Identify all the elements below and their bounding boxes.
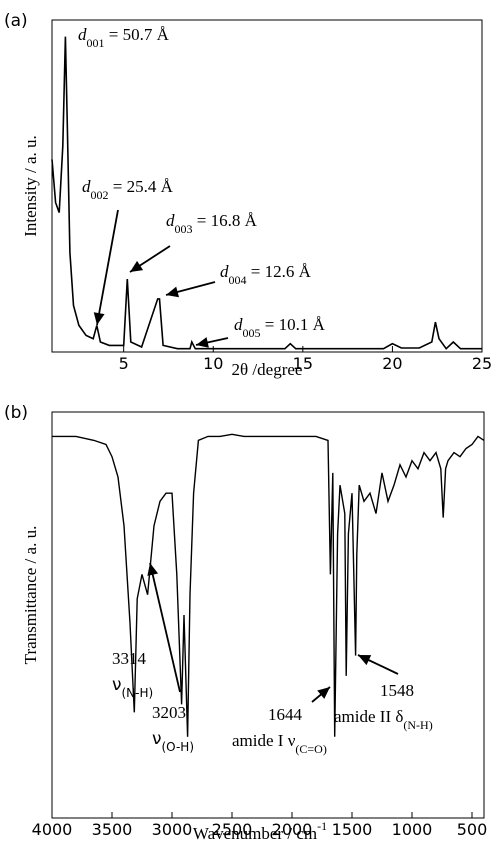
panel-a-x-tick-label: 25 <box>472 354 492 373</box>
panel-b-x-tick-label: 3000 <box>152 820 193 839</box>
panel-b-arrow-1548-head <box>358 655 372 666</box>
panel-b-x-tick-label: 4000 <box>32 820 73 839</box>
panel-b-annotation-1548: 1548 <box>380 681 414 700</box>
panel-b-arrow-3203-head <box>147 563 159 576</box>
panel-a-annotations: d001 = 50.7 Å d002 = 25.4 Å d003 = 16.8 Å d… <box>78 25 326 348</box>
panel-a-annotation-d001: d001 = 50.7 Å <box>78 25 170 50</box>
panel-a-series-line <box>51 36 482 350</box>
panel-a-x-tick-label: 10 <box>203 354 223 373</box>
panel-b-arrow-1644-head <box>317 687 330 699</box>
panel-b-x-tick-label: 1000 <box>392 820 433 839</box>
panel-b-x-tick-label: 2000 <box>272 820 313 839</box>
panel-b-annotation-1548-mode: amide II δ(N-H) <box>334 707 433 732</box>
panel-a-arrow-d003-head <box>130 260 144 272</box>
panel-b-annotation-1644: 1644 <box>268 705 303 724</box>
panel-a-y-label: Intensity / a. u. <box>21 135 40 237</box>
panel-b-series-line <box>52 433 485 737</box>
panel-b-annotation-3314: 3314 <box>112 649 147 668</box>
panel-a: (a) 5 10 15 20 25 2θ /degree Intensity / a. … <box>4 11 492 379</box>
panel-b-x-tick-label: 2500 <box>212 820 253 839</box>
panel-a-x-label: 2θ /degree <box>232 360 303 379</box>
panel-a-x-tick-label: 20 <box>382 354 402 373</box>
panel-a-x-axis: 5 10 15 20 25 <box>119 346 492 373</box>
panel-b-arrow-3203 <box>149 562 181 693</box>
panel-b-frame <box>51 411 485 819</box>
panel-b-x-tick-label: 3500 <box>92 820 133 839</box>
panel-b-annotation-3203: 3203 <box>152 703 186 722</box>
panel-b-annotation-3203-mode: ν(O-H) <box>152 729 194 754</box>
panel-a-x-tick-label: 15 <box>293 354 313 373</box>
panel-b-x-label-sup: -1 <box>317 819 327 833</box>
panel-a-arrow-d002 <box>96 209 119 326</box>
panel-b-annotation-3314-mode: ν(N-H) <box>112 675 153 700</box>
panel-b-label: (b) <box>4 403 28 423</box>
panel-a-x-tick-label: 5 <box>119 354 129 373</box>
panel-a-annotation-d003: d003 = 16.8 Å <box>166 211 258 236</box>
panel-b-x-tick-label: 1500 <box>332 820 373 839</box>
panel-b-x-label-text: Wavenumber / cm <box>193 824 317 842</box>
panel-a-arrow-d005-head <box>196 337 209 348</box>
panel-a-frame <box>51 19 483 353</box>
panel-a-arrow-d002-head <box>93 312 105 325</box>
panel-a-annotation-d005: d005 = 10.1 Å <box>234 315 326 340</box>
panel-b: (b) 4000 3500 3000 2500 2000 1500 1000 500 Wave… <box>4 403 487 842</box>
panel-a-annotation-d002: d002 = 25.4 Å <box>82 177 174 202</box>
panel-b-x-label: Wavenumber / cm-1 <box>193 819 327 842</box>
panel-b-annotation-1644-mode: amide I ν(C=O) <box>232 731 327 756</box>
panel-a-arrow-d004-head <box>166 286 180 298</box>
panel-a-label: (a) <box>4 11 28 31</box>
panel-b-annotations: 3314 ν(N-H) 3203 ν(O-H) 1644 amide I ν(C=O) 15… <box>112 562 433 756</box>
panel-b-y-label: Transmittance / a. u. <box>21 526 40 665</box>
panel-b-x-axis: 4000 3500 3000 2500 2000 1500 1000 500 <box>32 812 488 839</box>
panel-a-annotation-d004: d004 = 12.6 Å <box>220 262 312 287</box>
panel-b-x-tick-label: 500 <box>457 820 488 839</box>
